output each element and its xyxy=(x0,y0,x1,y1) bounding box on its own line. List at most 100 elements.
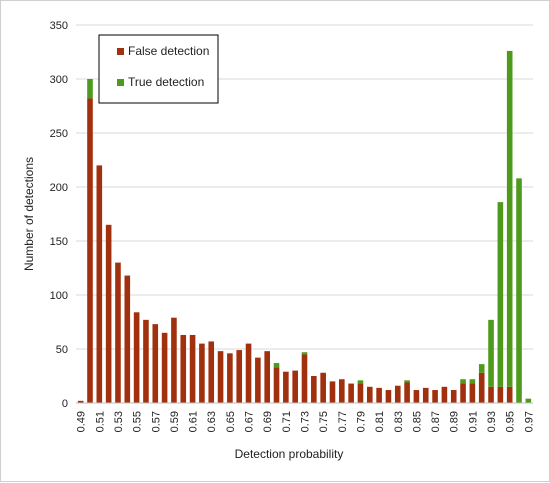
x-tick-label-0.81: 0.81 xyxy=(374,411,386,432)
bar-false-detection-0.62 xyxy=(199,343,205,403)
bar-false-detection-0.83 xyxy=(394,385,401,403)
bar-false-detection-0.75 xyxy=(320,372,326,403)
bar-false-detection-0.68 xyxy=(255,357,261,403)
bar-false-detection-0.59 xyxy=(171,317,177,403)
bar-true-detection-0.73 xyxy=(301,352,308,355)
x-tick-label-0.65: 0.65 xyxy=(225,411,237,432)
bar-false-detection-0.71 xyxy=(283,371,289,403)
x-tick-label-0.71: 0.71 xyxy=(281,411,293,432)
bar-false-detection-0.55 xyxy=(133,312,140,403)
x-tick-label-0.95: 0.95 xyxy=(505,411,517,432)
bar-true-detection-0.50 xyxy=(87,79,93,99)
bar-false-detection-0.65 xyxy=(227,353,233,403)
bar-false-detection-0.64 xyxy=(217,351,224,403)
x-tick-label-0.63: 0.63 xyxy=(206,411,218,432)
bar-false-detection-0.60 xyxy=(180,334,187,403)
x-tick-label-0.85: 0.85 xyxy=(411,411,423,432)
bar-false-detection-0.76 xyxy=(329,381,336,403)
bar-false-detection-0.50 xyxy=(87,98,93,403)
bar-true-detection-0.94 xyxy=(497,202,504,387)
bar-false-detection-0.54 xyxy=(124,275,131,403)
bar-false-detection-0.80 xyxy=(366,386,373,403)
bar-true-detection-0.79 xyxy=(357,380,364,384)
x-tick-label-0.49: 0.49 xyxy=(76,411,88,432)
bar-false-detection-0.67 xyxy=(245,343,252,403)
bar-true-detection-0.91 xyxy=(469,379,476,384)
y-tick-label-350: 350 xyxy=(50,20,68,32)
bar-false-detection-0.57 xyxy=(152,324,159,403)
y-tick-label-250: 250 xyxy=(50,128,68,140)
x-tick-label-0.91: 0.91 xyxy=(467,411,479,432)
bar-layer xyxy=(77,50,532,403)
bar-false-detection-0.70 xyxy=(273,367,280,403)
x-tick-label-0.87: 0.87 xyxy=(430,411,442,432)
bar-false-detection-0.86 xyxy=(422,387,429,403)
bar-false-detection-0.84 xyxy=(404,382,410,403)
legend-label-true-detection: True detection xyxy=(128,75,204,89)
bar-false-detection-0.79 xyxy=(357,383,364,403)
bar-false-detection-0.63 xyxy=(208,341,215,403)
y-tick-label-150: 150 xyxy=(50,236,68,248)
bar-false-detection-0.73 xyxy=(301,354,308,403)
bar-true-detection-0.95 xyxy=(506,50,513,387)
bar-false-detection-0.74 xyxy=(311,376,317,403)
bar-false-detection-0.93 xyxy=(488,386,494,403)
bar-false-detection-0.66 xyxy=(236,350,243,403)
bar-false-detection-0.94 xyxy=(497,386,504,403)
legend-box xyxy=(98,34,219,104)
bar-false-detection-0.90 xyxy=(460,383,466,403)
bar-false-detection-0.49 xyxy=(77,400,84,403)
x-axis-title: Detection probability xyxy=(235,447,344,461)
x-tick-label-0.53: 0.53 xyxy=(113,411,125,432)
bar-true-detection-0.90 xyxy=(460,379,466,384)
x-tick-label-0.57: 0.57 xyxy=(150,411,162,432)
bar-false-detection-0.85 xyxy=(413,390,420,403)
legend: False detection True detection xyxy=(98,34,219,104)
bar-false-detection-0.61 xyxy=(189,334,196,403)
y-tick-label-0: 0 xyxy=(62,398,68,410)
x-tick-label-0.51: 0.51 xyxy=(94,411,106,432)
bar-false-detection-0.89 xyxy=(450,390,457,403)
bar-false-detection-0.81 xyxy=(376,387,382,403)
x-tick-label-0.79: 0.79 xyxy=(355,411,367,432)
bar-false-detection-0.92 xyxy=(478,372,485,403)
y-tick-label-50: 50 xyxy=(56,344,68,356)
y-tick-label-300: 300 xyxy=(50,74,68,86)
bar-false-detection-0.77 xyxy=(339,379,345,403)
x-tick-label-0.59: 0.59 xyxy=(169,411,181,432)
x-tick-label-0.69: 0.69 xyxy=(262,411,274,432)
bar-false-detection-0.53 xyxy=(115,262,121,403)
bar-false-detection-0.69 xyxy=(264,351,270,403)
bar-true-detection-0.70 xyxy=(273,363,280,368)
bar-false-detection-0.56 xyxy=(143,319,149,403)
x-tick-label-0.73: 0.73 xyxy=(300,411,312,432)
x-tick-label-0.89: 0.89 xyxy=(449,411,461,432)
bar-false-detection-0.87 xyxy=(432,390,438,403)
x-tick-label-0.97: 0.97 xyxy=(523,411,535,432)
bar-false-detection-0.95 xyxy=(506,386,513,403)
x-tick-label-0.61: 0.61 xyxy=(188,411,200,432)
legend-label-false-detection: False detection xyxy=(128,44,209,58)
bar-true-detection-0.92 xyxy=(478,364,485,373)
bar-false-detection-0.52 xyxy=(105,224,112,403)
bar-true-detection-0.84 xyxy=(404,380,410,383)
bar-false-detection-0.72 xyxy=(292,370,298,403)
bar-false-detection-0.88 xyxy=(441,386,448,403)
x-tick-label-0.77: 0.77 xyxy=(337,411,349,432)
bar-true-detection-0.93 xyxy=(488,319,494,387)
x-tick-label-0.75: 0.75 xyxy=(318,411,330,432)
bar-false-detection-0.51 xyxy=(96,165,103,403)
bar-false-detection-0.91 xyxy=(469,383,476,403)
bar-false-detection-0.78 xyxy=(348,383,354,403)
y-tick-label-200: 200 xyxy=(50,182,68,194)
x-tick-label-0.93: 0.93 xyxy=(486,411,498,432)
x-tick-label-0.67: 0.67 xyxy=(244,411,256,432)
x-tick-label-0.83: 0.83 xyxy=(393,411,405,432)
legend-swatch-false-detection xyxy=(117,48,124,55)
y-tick-label-100: 100 xyxy=(50,290,68,302)
axis-layer: 0 50 100 150 200 250 300 350 0.49 0.51 0.53 0.55 0.5… xyxy=(50,20,536,432)
y-axis-title: Number of detections xyxy=(22,157,36,271)
bar-true-detection-0.96 xyxy=(516,178,522,403)
